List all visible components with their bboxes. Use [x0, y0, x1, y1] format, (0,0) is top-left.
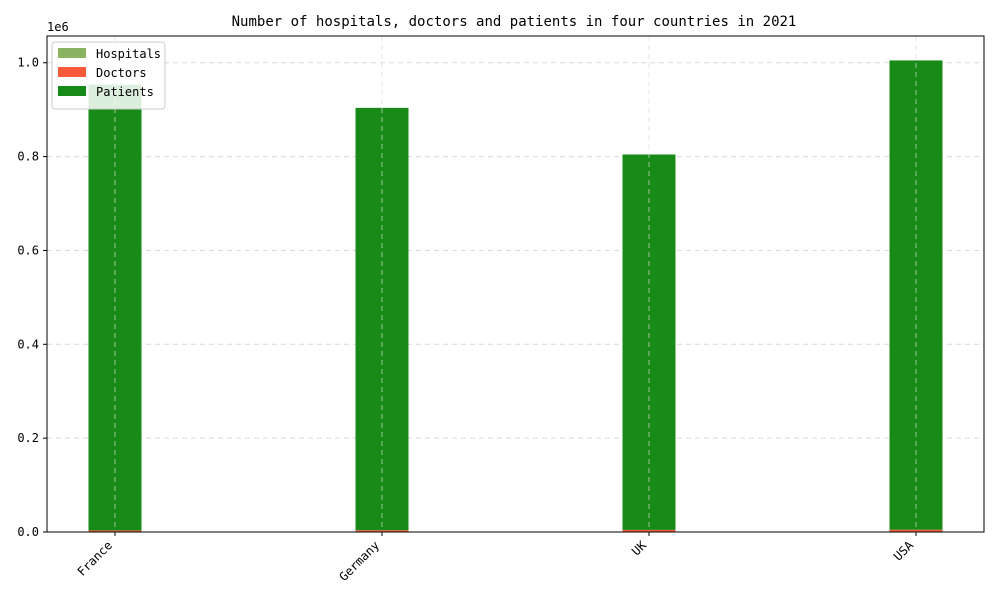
y-tick-label: 0.0	[17, 525, 39, 539]
x-tick-label: Germany	[336, 538, 382, 584]
x-tick-label: USA	[891, 538, 917, 564]
axes-layer: 0.0 0.2 0.4 0.6 0.8 1.0 France Germany UK USA	[17, 36, 984, 584]
legend-swatch-hospitals	[58, 48, 86, 58]
legend-label-doctors: Doctors	[96, 66, 147, 80]
legend-label-hospitals: Hospitals	[96, 47, 161, 61]
y-axis-offset-label: 1e6	[47, 20, 69, 34]
y-tick-label: 1.0	[17, 56, 39, 70]
vertical-grid-layer	[115, 36, 916, 532]
plot-frame	[47, 36, 984, 532]
y-tick-label: 0.6	[17, 243, 39, 257]
y-tick-label: 0.2	[17, 431, 39, 445]
y-tick-label: 0.8	[17, 150, 39, 164]
chart-title: Number of hospitals, doctors and patient…	[232, 14, 797, 30]
x-tick-label: UK	[629, 538, 650, 559]
legend: Hospitals Doctors Patients	[52, 42, 165, 109]
legend-label-patients: Patients	[96, 85, 154, 99]
bars-layer	[89, 60, 943, 532]
y-tick-label: 0.4	[17, 337, 39, 351]
legend-swatch-doctors	[58, 67, 86, 77]
x-tick-label: France	[75, 538, 116, 579]
grid-layer	[47, 63, 984, 532]
legend-swatch-patients	[58, 86, 86, 96]
